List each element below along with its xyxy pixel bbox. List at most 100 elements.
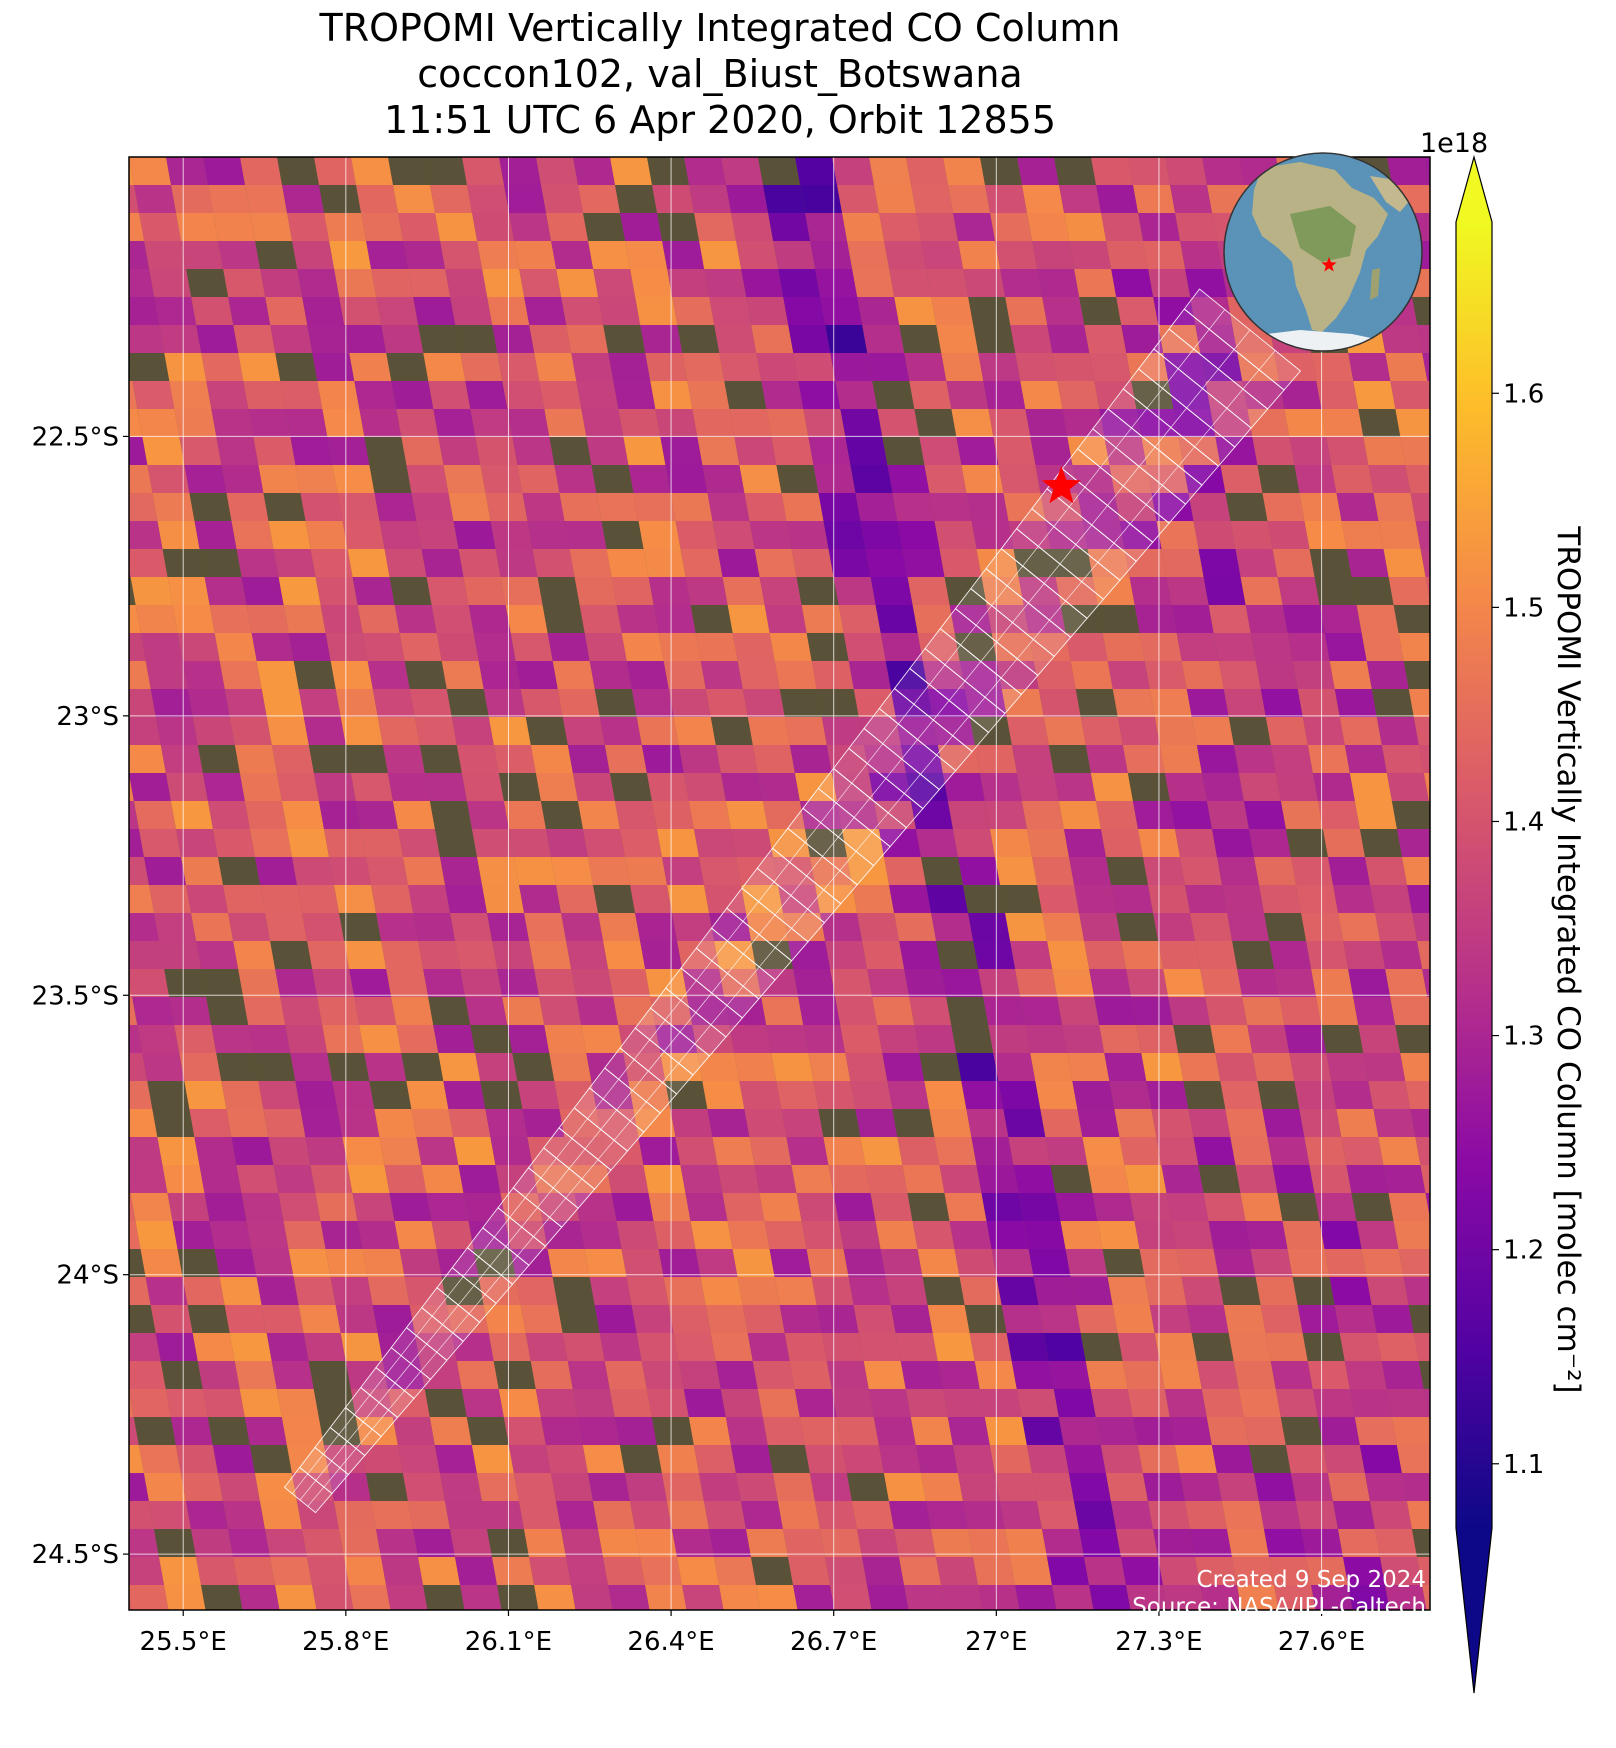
co-pixel xyxy=(593,885,636,913)
co-pixel xyxy=(597,1529,640,1557)
co-pixel xyxy=(366,241,409,269)
co-pixel xyxy=(1077,493,1120,521)
co-pixel xyxy=(1247,409,1290,437)
co-pixel xyxy=(217,1473,260,1501)
co-pixel xyxy=(901,129,943,157)
co-pixel xyxy=(614,1417,657,1445)
co-pixel xyxy=(847,241,890,269)
footprint-mesh-line xyxy=(711,940,728,962)
co-pixel xyxy=(1200,353,1243,381)
co-pixel xyxy=(1038,689,1081,717)
co-pixel xyxy=(1171,605,1214,633)
co-pixel xyxy=(196,325,239,353)
footprint-mesh-line xyxy=(291,1473,309,1494)
co-pixel xyxy=(379,521,422,549)
footprint-mesh-line xyxy=(400,1335,417,1356)
co-pixel xyxy=(1331,1081,1374,1109)
co-pixel xyxy=(827,129,869,157)
co-pixel xyxy=(1158,941,1201,969)
co-pixel xyxy=(1025,1025,1068,1053)
co-pixel xyxy=(271,745,314,773)
co-pixel xyxy=(1410,1109,1430,1137)
co-pixel xyxy=(334,885,377,913)
footprint-mesh-line xyxy=(556,1138,573,1159)
co-pixel xyxy=(246,605,289,633)
co-pixel xyxy=(1115,1529,1158,1557)
co-pixel xyxy=(1351,577,1394,605)
co-pixel xyxy=(424,1389,467,1417)
co-pixel xyxy=(717,549,760,577)
co-pixel xyxy=(1380,941,1423,969)
co-pixel xyxy=(994,1473,1037,1501)
co-pixel xyxy=(179,1053,222,1081)
footprint-mesh-line xyxy=(867,743,884,764)
co-pixel xyxy=(1141,1669,1183,1697)
co-pixel xyxy=(626,1277,669,1305)
co-pixel xyxy=(302,913,345,941)
co-pixel xyxy=(251,633,294,661)
co-pixel xyxy=(498,1389,541,1417)
co-pixel xyxy=(799,801,842,829)
co-pixel xyxy=(218,241,261,269)
co-pixel xyxy=(919,437,962,465)
co-pixel xyxy=(313,773,356,801)
co-pixel xyxy=(419,1361,462,1389)
co-pixel xyxy=(216,1053,259,1081)
footprint-mesh-line xyxy=(774,895,792,916)
footprint-mesh-line xyxy=(404,1371,421,1391)
co-pixel xyxy=(613,997,656,1025)
co-pixel xyxy=(1395,1025,1430,1053)
co-pixel xyxy=(1171,1221,1214,1249)
co-pixel xyxy=(213,213,256,241)
co-pixel xyxy=(1358,409,1401,437)
co-pixel xyxy=(953,213,996,241)
co-pixel xyxy=(282,185,325,213)
co-pixel xyxy=(129,1501,154,1529)
co-pixel xyxy=(747,1333,790,1361)
co-pixel xyxy=(303,717,346,745)
co-pixel xyxy=(1095,1417,1138,1445)
co-pixel xyxy=(973,325,1016,353)
co-pixel xyxy=(412,1529,455,1557)
co-pixel xyxy=(665,1697,707,1725)
co-pixel xyxy=(1198,1165,1241,1193)
co-pixel xyxy=(1178,1053,1221,1081)
co-pixel xyxy=(339,297,382,325)
footprint-mesh-line xyxy=(835,782,853,804)
co-pixel xyxy=(1060,1221,1103,1249)
co-pixel xyxy=(129,773,134,801)
co-pixel xyxy=(374,1109,417,1137)
co-pixel xyxy=(129,1025,143,1053)
co-pixel xyxy=(818,1109,861,1137)
co-pixel xyxy=(83,1137,125,1165)
co-pixel xyxy=(160,1361,203,1389)
co-pixel xyxy=(1210,1025,1253,1053)
co-pixel xyxy=(695,1249,738,1277)
co-pixel xyxy=(1370,885,1413,913)
footprint-mesh-line xyxy=(948,680,966,701)
co-pixel xyxy=(680,1165,723,1193)
co-pixel xyxy=(641,745,684,773)
co-pixel xyxy=(1314,577,1357,605)
co-pixel xyxy=(571,1585,613,1610)
co-pixel xyxy=(320,1221,363,1249)
co-pixel xyxy=(942,1389,985,1417)
co-pixel xyxy=(739,1081,782,1109)
site-marker-star[interactable] xyxy=(1041,466,1081,504)
co-pixel xyxy=(315,1193,358,1221)
footprint-mesh-line xyxy=(587,1098,604,1119)
co-pixel xyxy=(1237,969,1280,997)
co-pixel xyxy=(129,633,146,661)
co-pixel xyxy=(1102,633,1145,661)
co-pixel xyxy=(1393,605,1430,633)
co-pixel xyxy=(498,773,541,801)
co-pixel xyxy=(584,633,627,661)
co-pixel xyxy=(349,969,392,997)
co-pixel xyxy=(1121,325,1164,353)
co-pixel xyxy=(1329,1277,1372,1305)
co-pixel xyxy=(1109,1081,1152,1109)
co-pixel xyxy=(877,1025,920,1053)
colorbar-tick-label: 1.4 xyxy=(1503,807,1544,837)
co-pixel xyxy=(936,1557,979,1585)
co-pixel xyxy=(488,717,531,745)
